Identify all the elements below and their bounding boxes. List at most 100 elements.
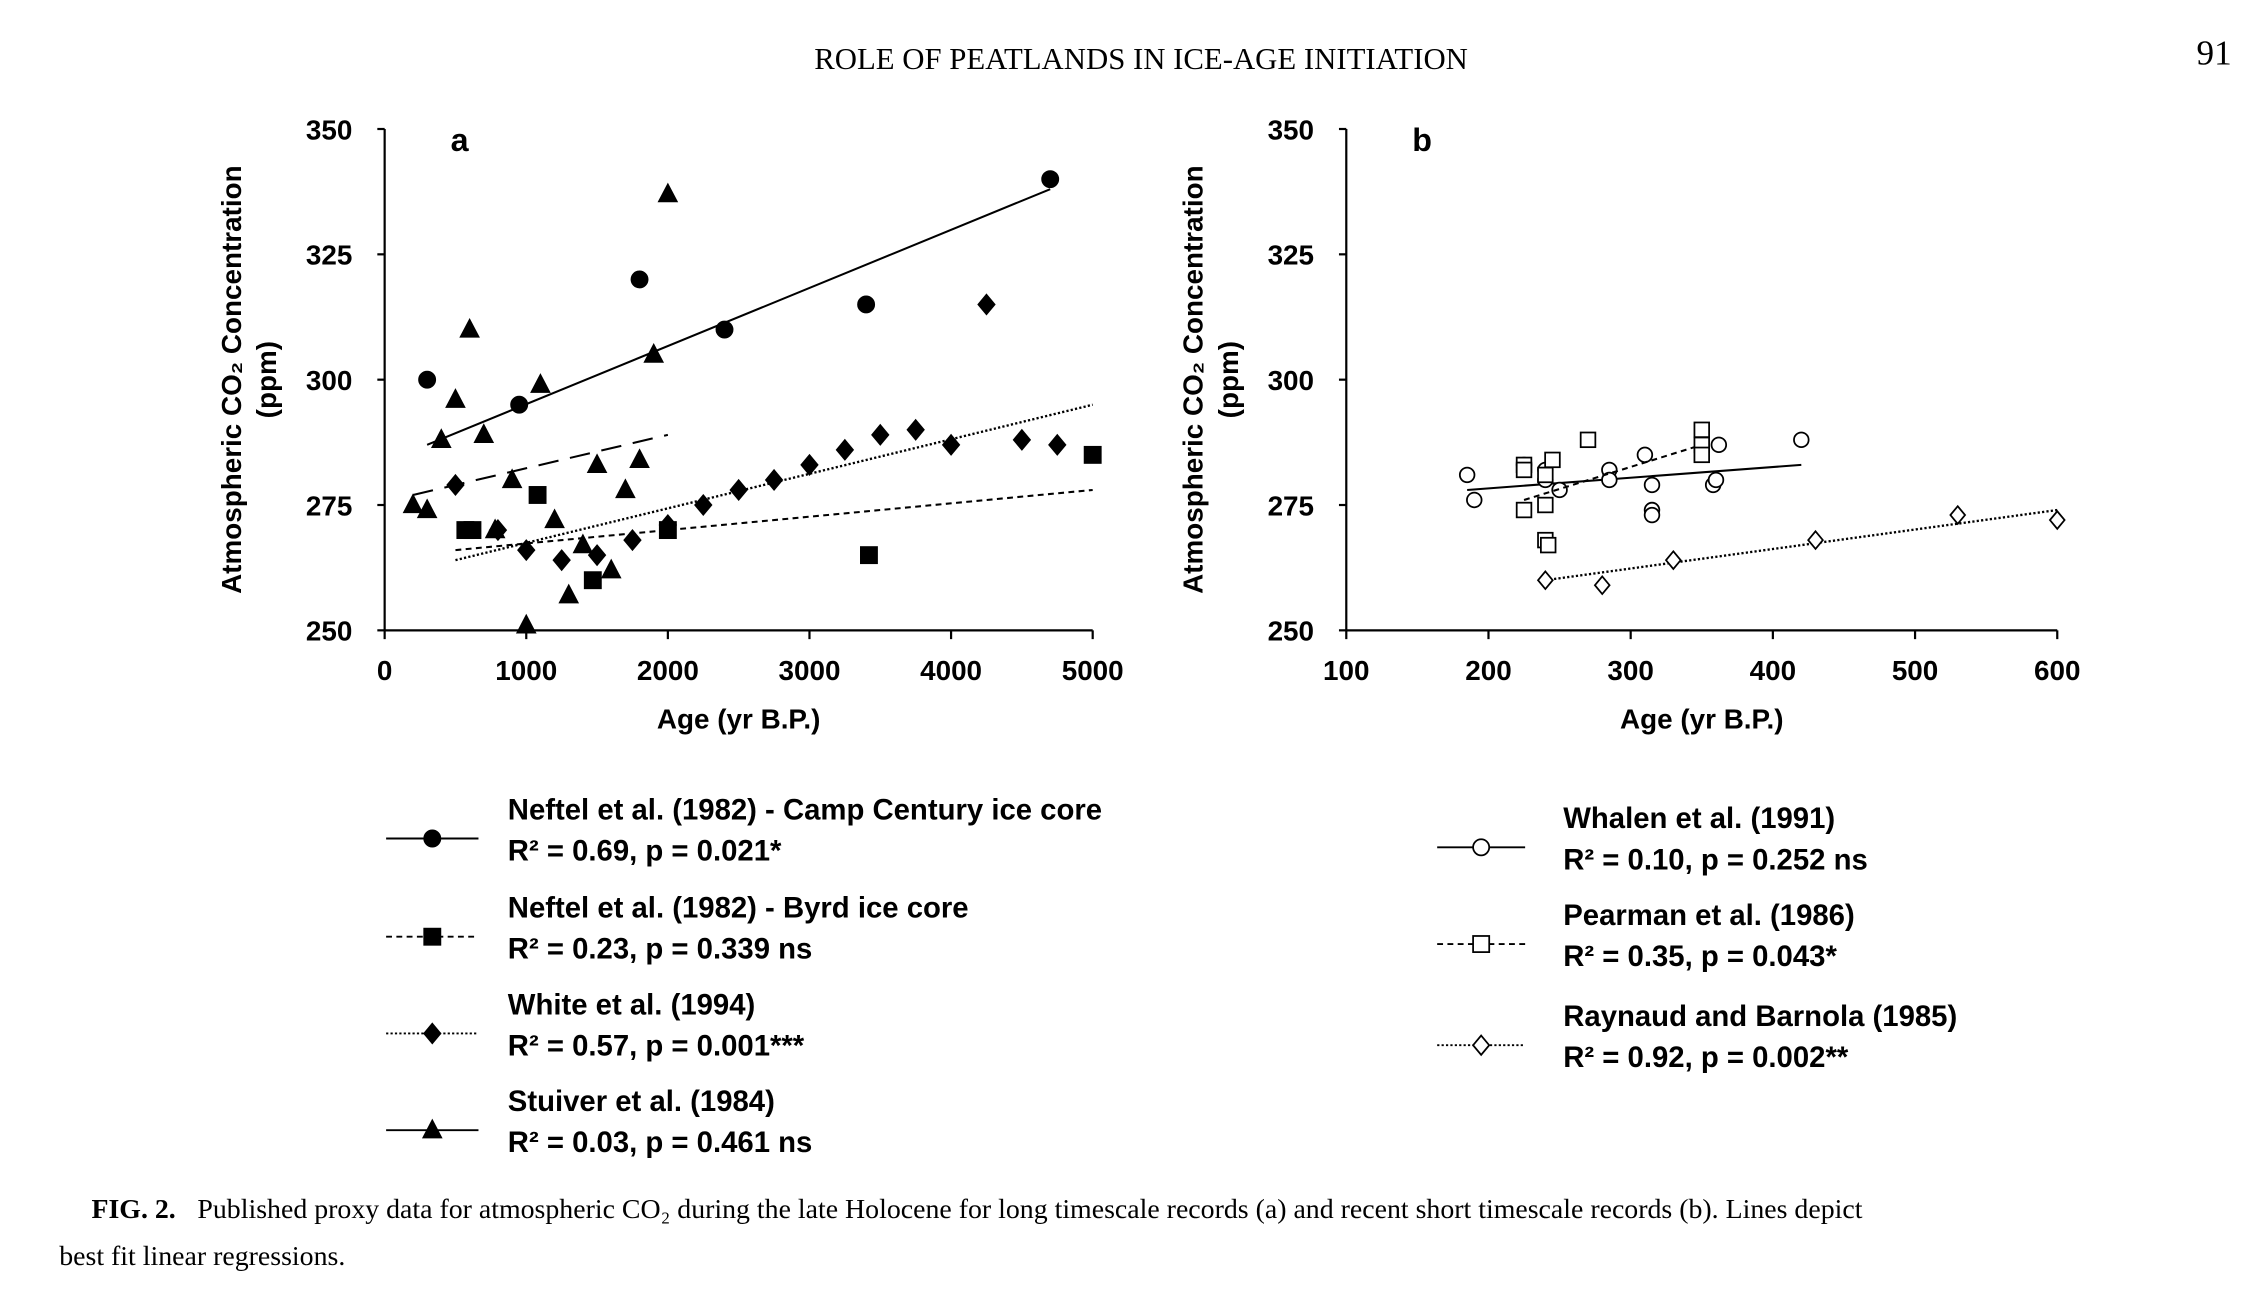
y-tick-label: 300 [306, 365, 352, 396]
data-point [857, 295, 876, 314]
legend-stats: R² = 0.03, p = 0.461 ns [508, 1126, 813, 1159]
data-point [629, 448, 650, 469]
data-point [1807, 529, 1825, 551]
legend-label: Whalen et al. (1991) [1563, 802, 1835, 835]
data-point [800, 453, 819, 476]
series-2 [1536, 504, 2066, 596]
data-point [463, 521, 482, 540]
y-tick-label: 275 [306, 490, 352, 521]
legend-marker [421, 1118, 443, 1139]
data-point [1707, 471, 1725, 489]
data-point [1083, 445, 1102, 464]
x-tick-label: 300 [1607, 655, 1653, 686]
regression-line [1523, 443, 1703, 501]
series-0 [1458, 431, 1810, 524]
x-tick-label: 4000 [920, 655, 982, 686]
data-point [416, 498, 438, 519]
data-point [1693, 421, 1710, 439]
legend-entry: Raynaud and Barnola (1985) R² = 0.92, p =… [1437, 1000, 1957, 1074]
y-tick-label: 350 [306, 114, 352, 145]
data-point [1551, 481, 1568, 499]
y-tick-label: 350 [1268, 114, 1314, 145]
data-point [418, 370, 437, 389]
legend-label: Raynaud and Barnola (1985) [1563, 1000, 1957, 1033]
series-3 [402, 182, 679, 634]
data-point [1048, 433, 1067, 456]
legend-stats: R² = 0.10, p = 0.252 ns [1563, 843, 1868, 876]
legend-stats: R² = 0.23, p = 0.339 ns [508, 933, 813, 966]
legend-marker [1472, 838, 1491, 857]
x-tick-label: 200 [1465, 655, 1511, 686]
figure-caption-label: FIG. 2. [91, 1194, 175, 1225]
data-point [764, 468, 784, 491]
data-point [1949, 504, 1967, 526]
data-point [1636, 446, 1654, 464]
legend-label: White et al. (1994) [508, 988, 755, 1021]
data-point [583, 571, 602, 590]
legend-entry: White et al. (1994) R² = 0.57, p = 0.001*… [386, 988, 805, 1062]
data-point [558, 583, 580, 604]
panel-label: b [1412, 122, 1432, 158]
data-point [517, 539, 536, 562]
data-point [544, 508, 565, 529]
data-point [445, 388, 466, 408]
data-point [657, 182, 679, 203]
data-point [501, 468, 523, 489]
data-point [615, 478, 636, 499]
y-axis-label: Atmospheric CO₂ Concentration [216, 165, 247, 594]
y-tick-label: 325 [306, 240, 352, 271]
chart-panel-a: 0 1000 2000 3000 4000 5000 250 275 300 325 350 a Age… [216, 114, 1124, 734]
data-point [906, 418, 925, 441]
data-point [1458, 466, 1476, 484]
regression-line [426, 188, 1051, 446]
legend-stats: R² = 0.35, p = 0.043* [1563, 940, 1837, 973]
data-point [1579, 431, 1597, 449]
legend-label: Neftel et al. (1982) - Camp Century ice … [508, 793, 1102, 826]
data-point [572, 533, 594, 554]
x-tick-label: 1000 [495, 655, 557, 686]
data-point [515, 613, 537, 634]
data-point [643, 343, 665, 363]
data-point [658, 514, 678, 537]
data-point [586, 453, 608, 474]
y-tick-label: 250 [306, 616, 352, 647]
regression-line [412, 433, 669, 496]
data-point [600, 558, 622, 579]
data-point [1537, 466, 1554, 484]
panel-label: a [451, 122, 470, 158]
y-tick-label: 300 [1268, 365, 1314, 396]
data-point [552, 549, 571, 572]
legend-label: Neftel et al. (1982) - Byrd ice core [508, 892, 969, 925]
y-axis-label: Atmospheric CO₂ Concentration [1178, 165, 1209, 594]
data-point [1643, 506, 1661, 524]
x-axis-label: Age (yr B.P.) [1620, 704, 1784, 735]
data-point [1643, 476, 1661, 494]
legend-label: Stuiver et al. (1984) [508, 1085, 775, 1118]
x-tick-label: 2000 [637, 655, 699, 686]
data-point [1012, 428, 1032, 451]
series-2 [446, 293, 1093, 572]
page-number: 91 [2197, 34, 2232, 73]
legend-stats: R² = 0.92, p = 0.002** [1563, 1041, 1849, 1074]
data-point [860, 546, 878, 565]
x-tick-label: 5000 [1062, 655, 1124, 686]
data-point [587, 544, 607, 567]
legend-panel-a: Neftel et al. (1982) - Camp Century ice … [386, 793, 1102, 1159]
regression-line [1545, 508, 2058, 582]
y-axis-unit: (ppm) [251, 341, 282, 418]
chart-panel-b: 100 200 300 400 500 600 250 275 300 325 350 b Age (y… [1178, 114, 2081, 734]
data-point [835, 438, 855, 461]
data-point [430, 428, 452, 448]
legend-stats: R² = 0.69, p = 0.021* [508, 834, 782, 867]
legend-entry: Whalen et al. (1991) R² = 0.10, p = 0.252… [1437, 802, 1868, 876]
y-tick-label: 250 [1268, 616, 1314, 647]
data-point [1593, 575, 1611, 596]
y-tick-label: 275 [1268, 490, 1314, 521]
data-point [459, 317, 480, 338]
legend-marker [423, 1022, 442, 1045]
series-1 [1515, 421, 1710, 554]
figure-caption-line-2: best fit linear regressions. [59, 1241, 345, 1272]
y-axis-unit: (ppm) [1213, 341, 1244, 418]
series-1 [455, 445, 1102, 590]
